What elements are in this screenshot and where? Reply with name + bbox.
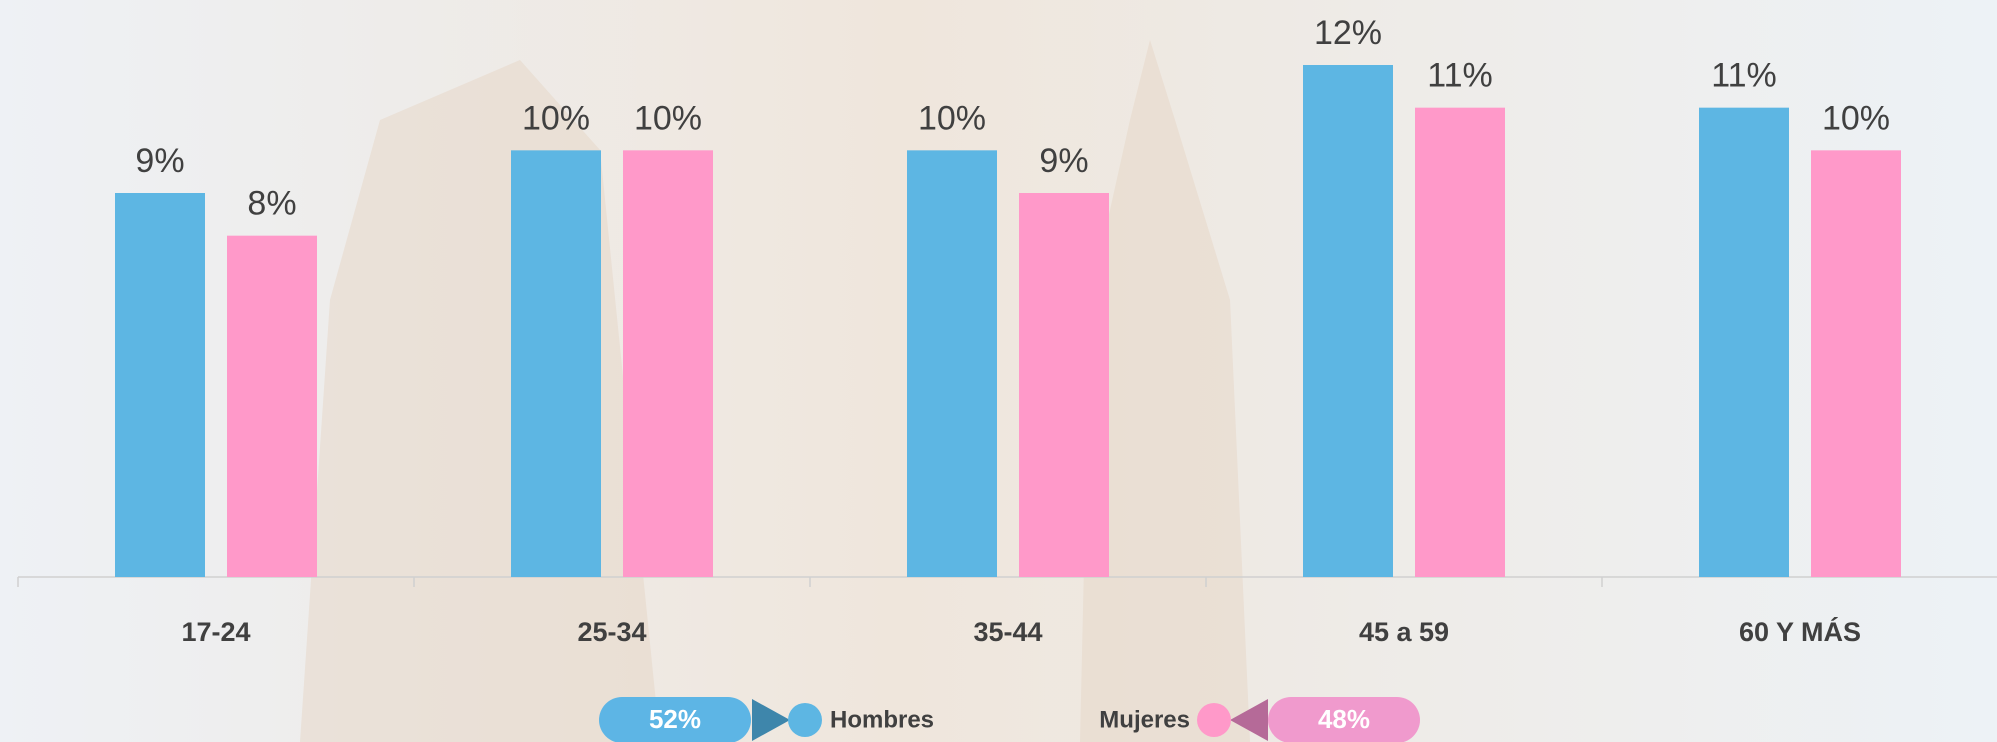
background-tower (1080, 40, 1250, 742)
value-label: 9% (1039, 142, 1088, 180)
legend-pill (599, 697, 751, 742)
bar (623, 150, 713, 578)
value-label: 10% (1822, 99, 1890, 137)
x-tick-label: 35-44 (973, 617, 1042, 647)
legend-label: Hombres (830, 706, 934, 733)
legend-label: Mujeres (1099, 706, 1190, 733)
bar (227, 235, 317, 577)
bar (1811, 150, 1901, 578)
legend-total: 48% (1318, 704, 1370, 734)
bar (1415, 107, 1505, 578)
value-label: 10% (634, 99, 702, 137)
bar (1019, 193, 1109, 577)
value-label: 8% (247, 185, 296, 223)
value-label: 11% (1427, 57, 1493, 95)
value-label: 9% (135, 142, 184, 180)
bar (907, 150, 997, 578)
legend-total: 52% (649, 704, 701, 734)
legend-swatch (1197, 703, 1231, 737)
bar (1699, 107, 1789, 578)
legend-pointer (752, 699, 790, 741)
value-label: 11% (1711, 57, 1777, 95)
x-tick-label: 60 Y MÁS (1739, 616, 1861, 647)
x-tick-label: 45 a 59 (1359, 617, 1449, 647)
legend-pointer (1230, 699, 1268, 741)
value-label: 12% (1314, 14, 1382, 52)
bar (511, 150, 601, 578)
bar (1303, 65, 1393, 577)
bar (115, 193, 205, 577)
value-label: 10% (918, 99, 986, 137)
x-tick-label: 17-24 (181, 617, 250, 647)
x-tick-label: 25-34 (577, 617, 646, 647)
legend-swatch (788, 703, 822, 737)
value-label: 10% (522, 99, 590, 137)
legend-pill (1268, 697, 1420, 742)
